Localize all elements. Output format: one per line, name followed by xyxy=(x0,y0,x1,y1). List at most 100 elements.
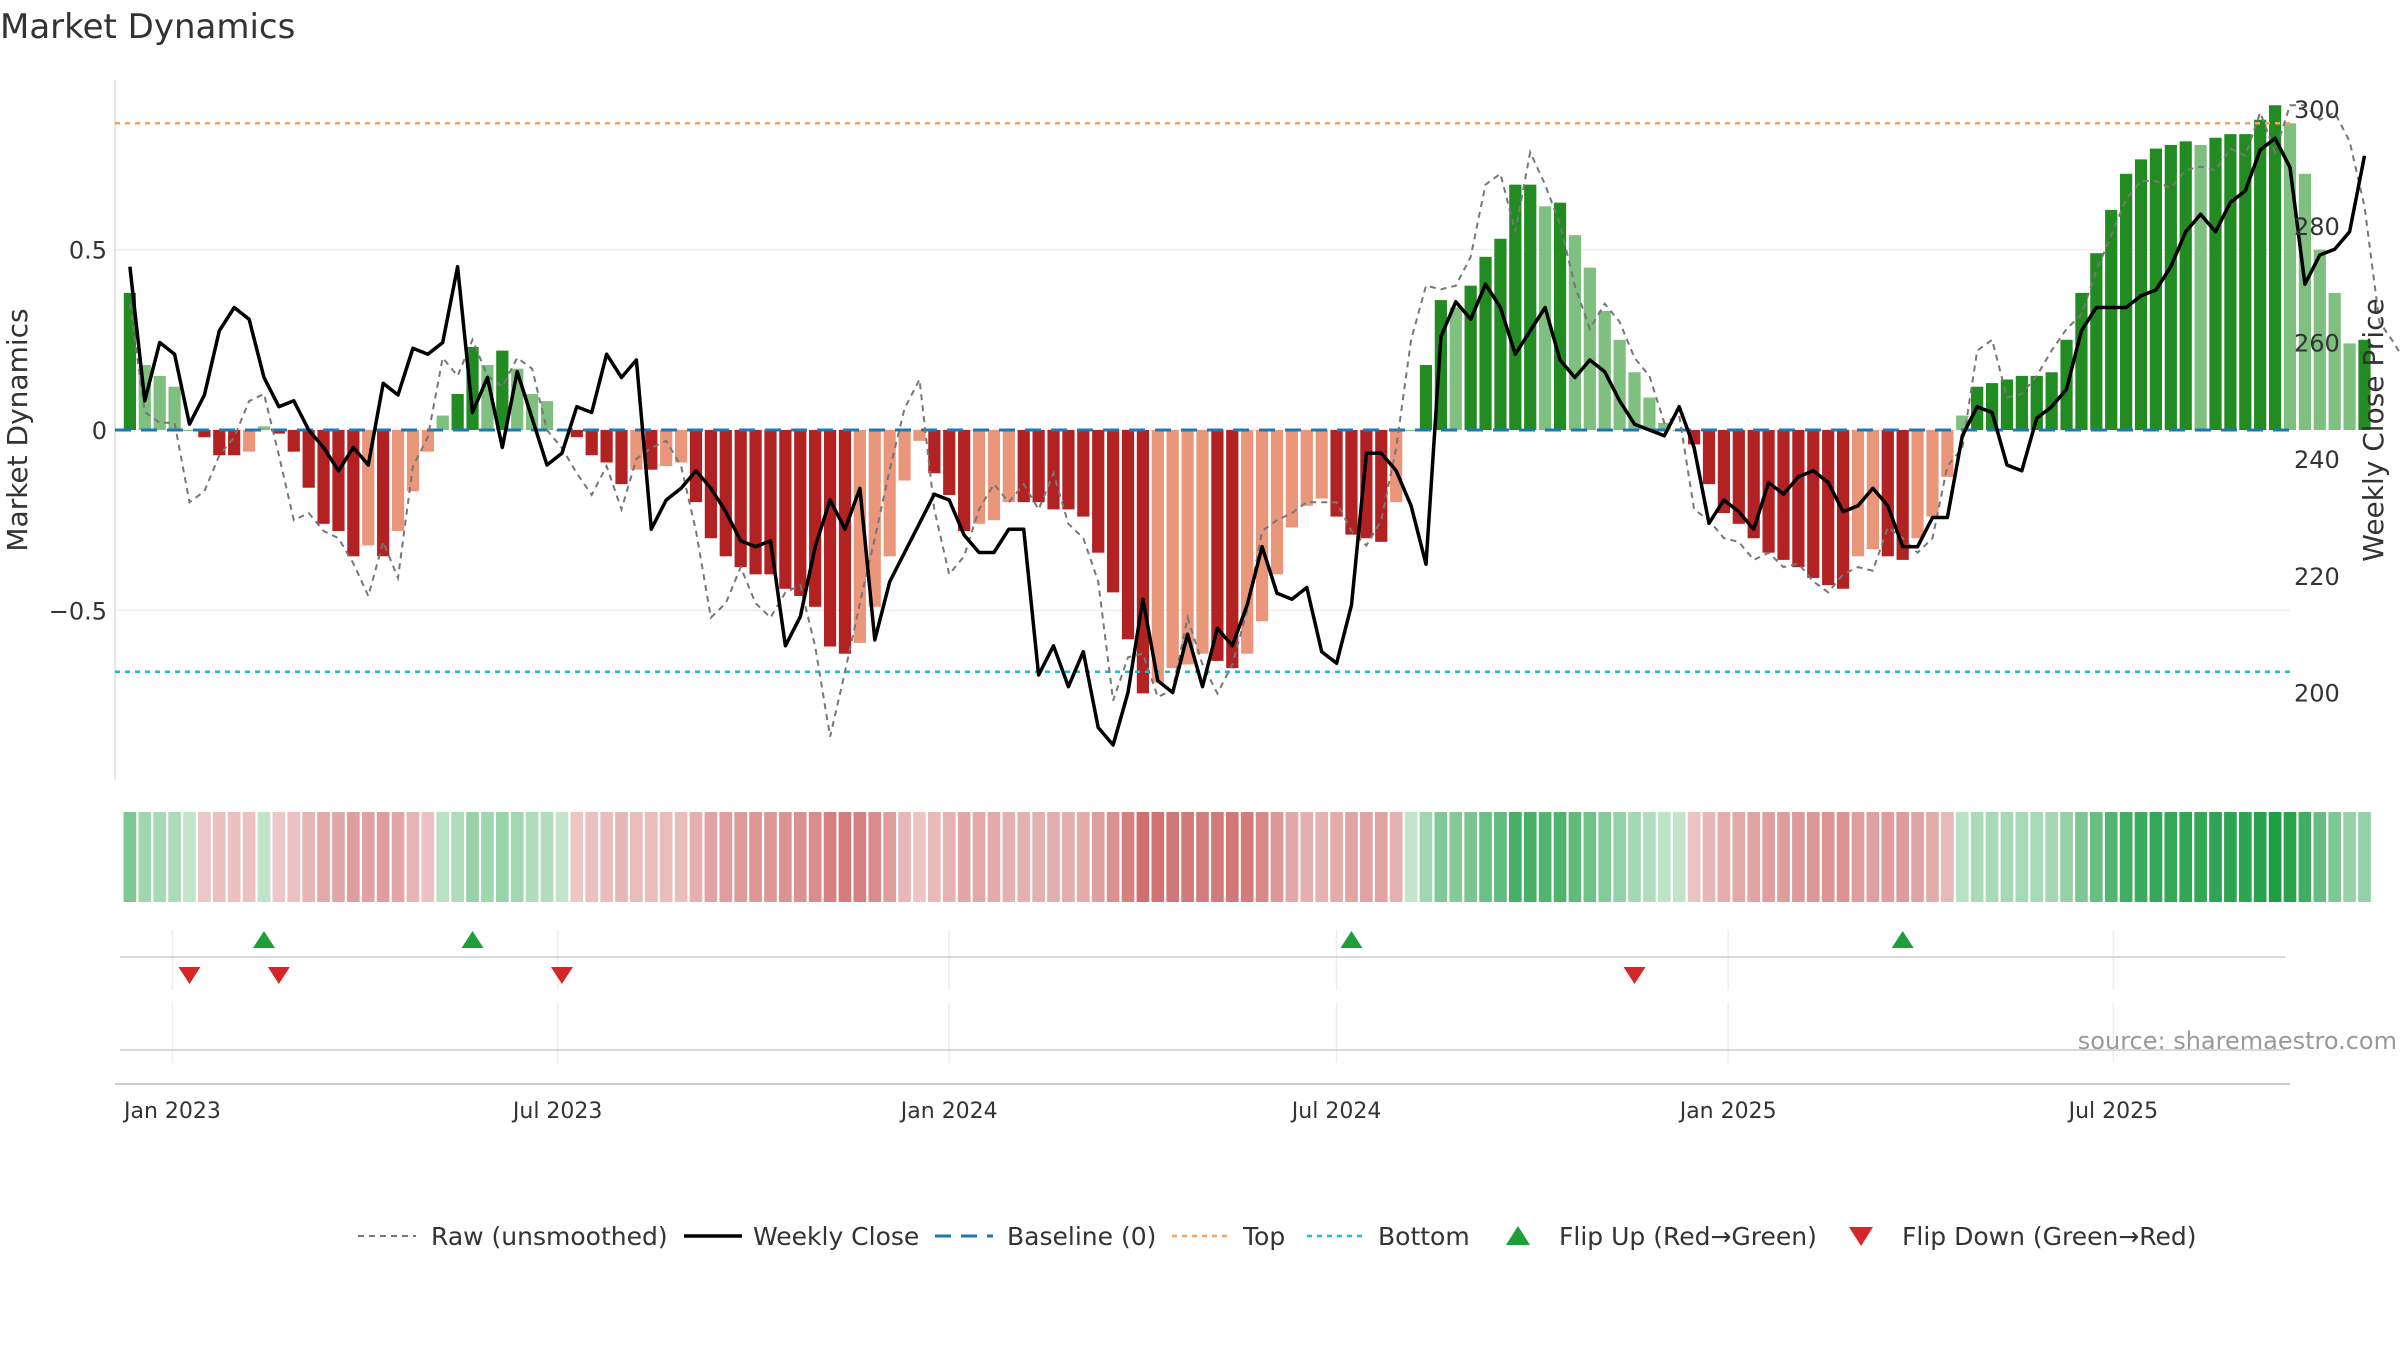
dynamics-bar xyxy=(406,430,420,492)
x-tick-label: Jul 2024 xyxy=(1290,1099,1382,1124)
strength-band-cell xyxy=(2104,812,2118,902)
dynamics-bar xyxy=(377,430,390,557)
strength-band-cell xyxy=(2238,812,2252,902)
dynamics-bar xyxy=(1568,235,1582,430)
strength-band-cell xyxy=(1315,812,1329,902)
legend-flip-up-icon xyxy=(1506,1226,1530,1245)
strength-band-cell xyxy=(1777,812,1790,902)
dynamics-bar xyxy=(913,430,926,441)
strength-band-cell xyxy=(1702,812,1716,902)
strength-band-cell xyxy=(495,812,509,902)
strength-band-cell xyxy=(198,812,211,902)
right-tick-label: 220 xyxy=(2294,563,2340,591)
legend-label: Raw (unsmoothed) xyxy=(431,1222,668,1251)
dynamics-bar xyxy=(1404,430,1418,431)
strength-band-cell xyxy=(1628,812,1641,902)
dynamics-bar xyxy=(1881,430,1894,557)
strength-band-cell xyxy=(2328,812,2342,902)
right-tick-label: 260 xyxy=(2294,330,2340,358)
dynamics-bar xyxy=(1151,430,1164,683)
dynamics-bar xyxy=(1658,422,1671,430)
dynamics-bar xyxy=(630,430,643,470)
strength-band-cell xyxy=(630,812,643,902)
strength-band-cell xyxy=(585,812,599,902)
strength-band-cell xyxy=(540,812,554,902)
legend-item-bottom: Bottom xyxy=(1307,1222,1470,1251)
flip-down-marker xyxy=(178,967,201,984)
strength-band-cell xyxy=(793,812,807,902)
dynamics-bar xyxy=(645,430,658,470)
dynamics-bar xyxy=(2343,343,2356,430)
strength-band-cell xyxy=(1792,812,1805,902)
strength-band-cell xyxy=(749,812,762,902)
strength-band-cell xyxy=(272,812,286,902)
strength-band-cell xyxy=(1345,812,1358,902)
dynamics-bar xyxy=(689,430,703,503)
strength-band-cell xyxy=(1047,812,1060,902)
legend-label: Baseline (0) xyxy=(1007,1222,1156,1251)
strength-band-cell xyxy=(1136,812,1150,902)
dynamics-bar xyxy=(704,430,717,539)
dynamics-bar xyxy=(421,430,434,452)
strength-band-cell xyxy=(302,812,315,902)
dynamics-bar xyxy=(1524,184,1537,430)
strength-band-cell xyxy=(615,812,628,902)
x-tick-label: Jan 2025 xyxy=(1678,1099,1777,1124)
strength-band-cell xyxy=(1166,812,1180,902)
strength-band-cell xyxy=(1657,812,1671,902)
right-tick-label: 280 xyxy=(2294,213,2340,241)
dynamics-bar xyxy=(540,401,554,430)
dynamics-bar xyxy=(272,430,285,434)
dynamics-bar xyxy=(1419,365,1433,430)
strength-band-cell xyxy=(168,812,181,902)
strength-band-cell xyxy=(1687,812,1701,902)
dynamics-bar xyxy=(183,430,196,431)
strength-band-cell xyxy=(1017,812,1031,902)
left-axis-label: Market Dynamics xyxy=(1,308,34,551)
dynamics-bar xyxy=(1375,430,1388,542)
strength-band-panel xyxy=(123,812,2371,902)
x-tick-label: Jan 2024 xyxy=(899,1099,998,1124)
strength-band-cell xyxy=(1225,812,1239,902)
legend-item-top: Top xyxy=(1172,1222,1285,1251)
strength-band-cell xyxy=(347,812,360,902)
strength-band-cell xyxy=(600,812,613,902)
strength-band-cell xyxy=(1211,812,1224,902)
dynamics-bar xyxy=(228,430,241,456)
dynamics-bar xyxy=(1032,430,1045,503)
dynamics-bar xyxy=(1539,206,1552,430)
dynamics-bar xyxy=(1047,430,1060,510)
strength-band-cell xyxy=(764,812,777,902)
strength-band-cell xyxy=(1121,812,1135,902)
strength-band-cell xyxy=(2015,812,2029,902)
strength-band-cell xyxy=(332,812,345,902)
strength-band-cell xyxy=(928,812,941,902)
dynamics-bar xyxy=(2075,292,2088,430)
dynamics-bar xyxy=(660,430,673,467)
strength-band-cell xyxy=(1181,812,1194,902)
dynamics-bar xyxy=(1270,430,1284,575)
strength-band-cell xyxy=(2000,812,2014,902)
dynamics-bar xyxy=(2120,173,2133,430)
flip-up-marker xyxy=(461,931,484,948)
strength-band-cell xyxy=(2283,812,2297,902)
strength-band-cell xyxy=(212,812,226,902)
strength-band-cell xyxy=(1270,812,1284,902)
dynamics-bar xyxy=(1613,339,1626,430)
strength-band-cell xyxy=(1523,812,1537,902)
strength-band-cell xyxy=(1360,812,1373,902)
strength-band-cell xyxy=(972,812,986,902)
strength-band-cell xyxy=(883,812,896,902)
strength-band-cell xyxy=(1985,812,1999,902)
strength-band-cell xyxy=(1389,812,1403,902)
dynamics-bar xyxy=(585,430,598,456)
strength-band-cell xyxy=(1732,812,1746,902)
strength-band-cell xyxy=(2164,812,2178,902)
strength-band-cell xyxy=(2253,812,2267,902)
dynamics-bar xyxy=(1107,430,1120,593)
strength-band-cell xyxy=(1419,812,1433,902)
dynamics-bar xyxy=(168,386,181,430)
strength-band-cell xyxy=(1151,812,1165,902)
strength-band-cell xyxy=(2134,812,2148,902)
dynamics-bar xyxy=(1717,430,1731,513)
